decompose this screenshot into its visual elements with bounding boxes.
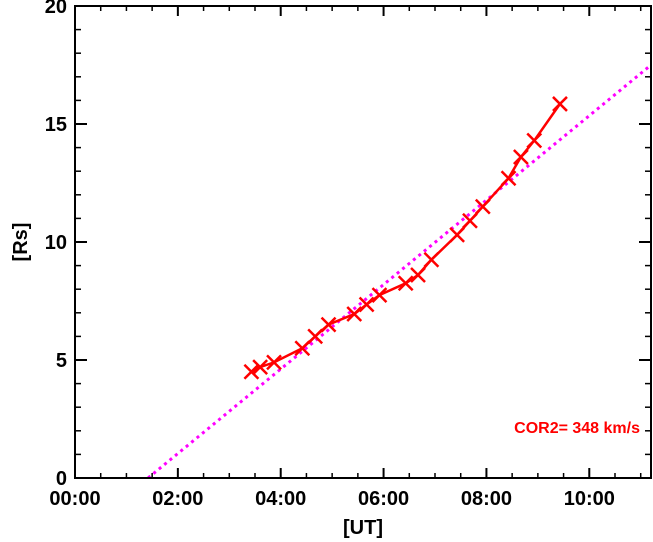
data-point-marker (474, 198, 491, 215)
data-point-marker (552, 96, 568, 112)
y-tick-label: 5 (56, 350, 67, 372)
data-point-marker (371, 287, 388, 303)
data-point-marker (358, 296, 375, 313)
data-point-marker (449, 227, 465, 243)
data-point-marker (320, 316, 337, 333)
x-tick-label: 06:00 (358, 488, 409, 510)
data-point-marker (397, 275, 414, 292)
data-point-marker (252, 359, 269, 375)
x-tick-label: 00:00 (49, 488, 100, 510)
y-tick-label: 10 (45, 232, 67, 254)
x-axis-label: [UT] (343, 517, 383, 539)
plot-frame (74, 5, 652, 479)
x-tick-label: 04:00 (255, 488, 306, 510)
data-point-marker (513, 149, 529, 165)
y-tick-label: 0 (56, 468, 67, 490)
linear-fit-line (147, 63, 651, 478)
x-tick-label: 02:00 (152, 488, 203, 510)
plot-content (147, 63, 651, 478)
x-axis: 00:00 02:00 04:00 06:00 08:00 10:00 (49, 6, 642, 510)
y-axis-label: [Rs] (10, 223, 32, 262)
data-point-marker (462, 212, 478, 229)
y-axis: 0 5 10 15 20 (45, 0, 651, 490)
data-point-marker (307, 328, 324, 345)
data-point-marker (526, 132, 543, 149)
y-tick-label: 20 (45, 0, 67, 18)
data-point-marker (410, 267, 426, 283)
x-tick-label: 08:00 (461, 488, 512, 510)
data-point-marker (500, 170, 517, 187)
data-point-marker (294, 340, 311, 357)
data-point-marker (243, 363, 260, 380)
velocity-annotation: COR2= 348 km/s (514, 420, 640, 437)
y-tick-label: 15 (45, 114, 67, 136)
height-time-line (250, 103, 562, 373)
data-point-marker (266, 354, 282, 371)
x-tick-label: 10:00 (564, 488, 615, 510)
data-point-marker (423, 251, 440, 268)
data-point-marker (346, 306, 363, 322)
